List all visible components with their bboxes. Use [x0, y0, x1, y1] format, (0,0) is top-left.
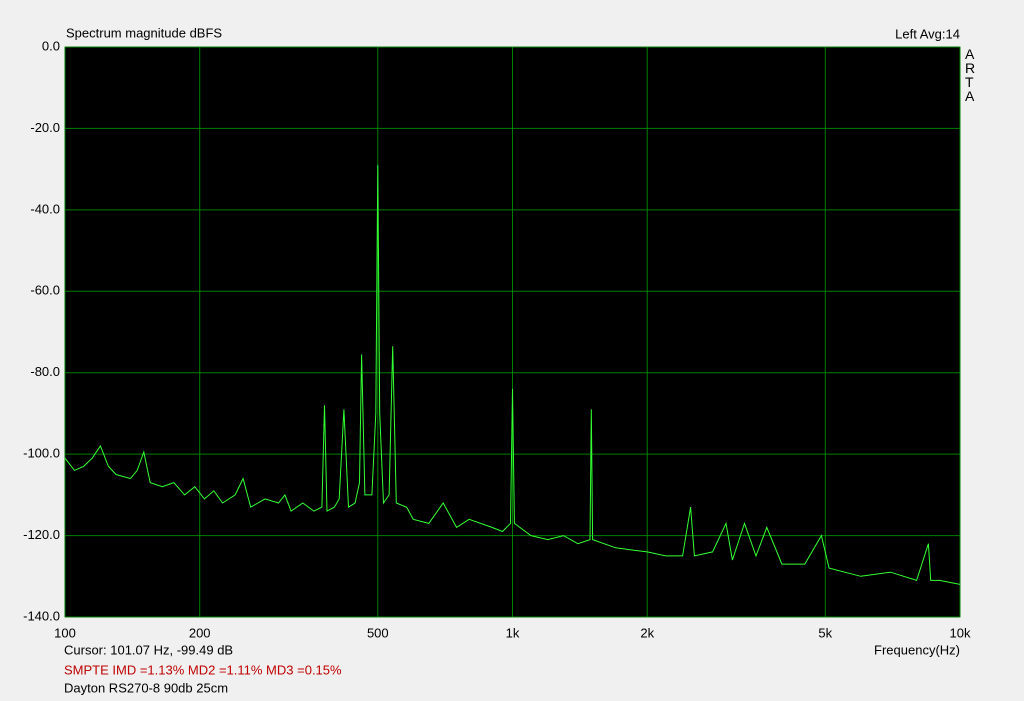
x-tick-label: 500 — [367, 625, 389, 640]
y-tick-label: 0.0 — [42, 38, 60, 53]
x-axis-label: Frequency(Hz) — [874, 642, 960, 657]
status: Left Avg:14 — [895, 26, 960, 41]
x-tick-label: 2k — [640, 625, 654, 640]
note: Dayton RS270-8 90db 25cm — [64, 680, 228, 695]
y-tick-label: -60.0 — [30, 283, 60, 298]
y-tick-label: -40.0 — [30, 201, 60, 216]
y-tick-label: -120.0 — [23, 527, 60, 542]
y-tick-label: -80.0 — [30, 364, 60, 379]
x-tick-label: 5k — [818, 625, 832, 640]
y-tick-label: -100.0 — [23, 446, 60, 461]
y-tick-label: -140.0 — [23, 608, 60, 623]
brand: ARTA — [965, 46, 976, 104]
chart-title: Spectrum magnitude dBFS — [66, 25, 222, 40]
imd-readout: SMPTE IMD =1.13% MD2 =1.11% MD3 =0.15% — [64, 662, 342, 677]
y-tick-label: -20.0 — [30, 120, 60, 135]
cursor-readout: Cursor: 101.07 Hz, -99.49 dB — [64, 642, 233, 657]
x-tick-label: 200 — [189, 625, 211, 640]
x-tick-label: 10k — [950, 625, 971, 640]
spectrum-line — [64, 165, 961, 585]
x-tick-label: 100 — [54, 625, 76, 640]
x-tick-label: 1k — [506, 625, 520, 640]
